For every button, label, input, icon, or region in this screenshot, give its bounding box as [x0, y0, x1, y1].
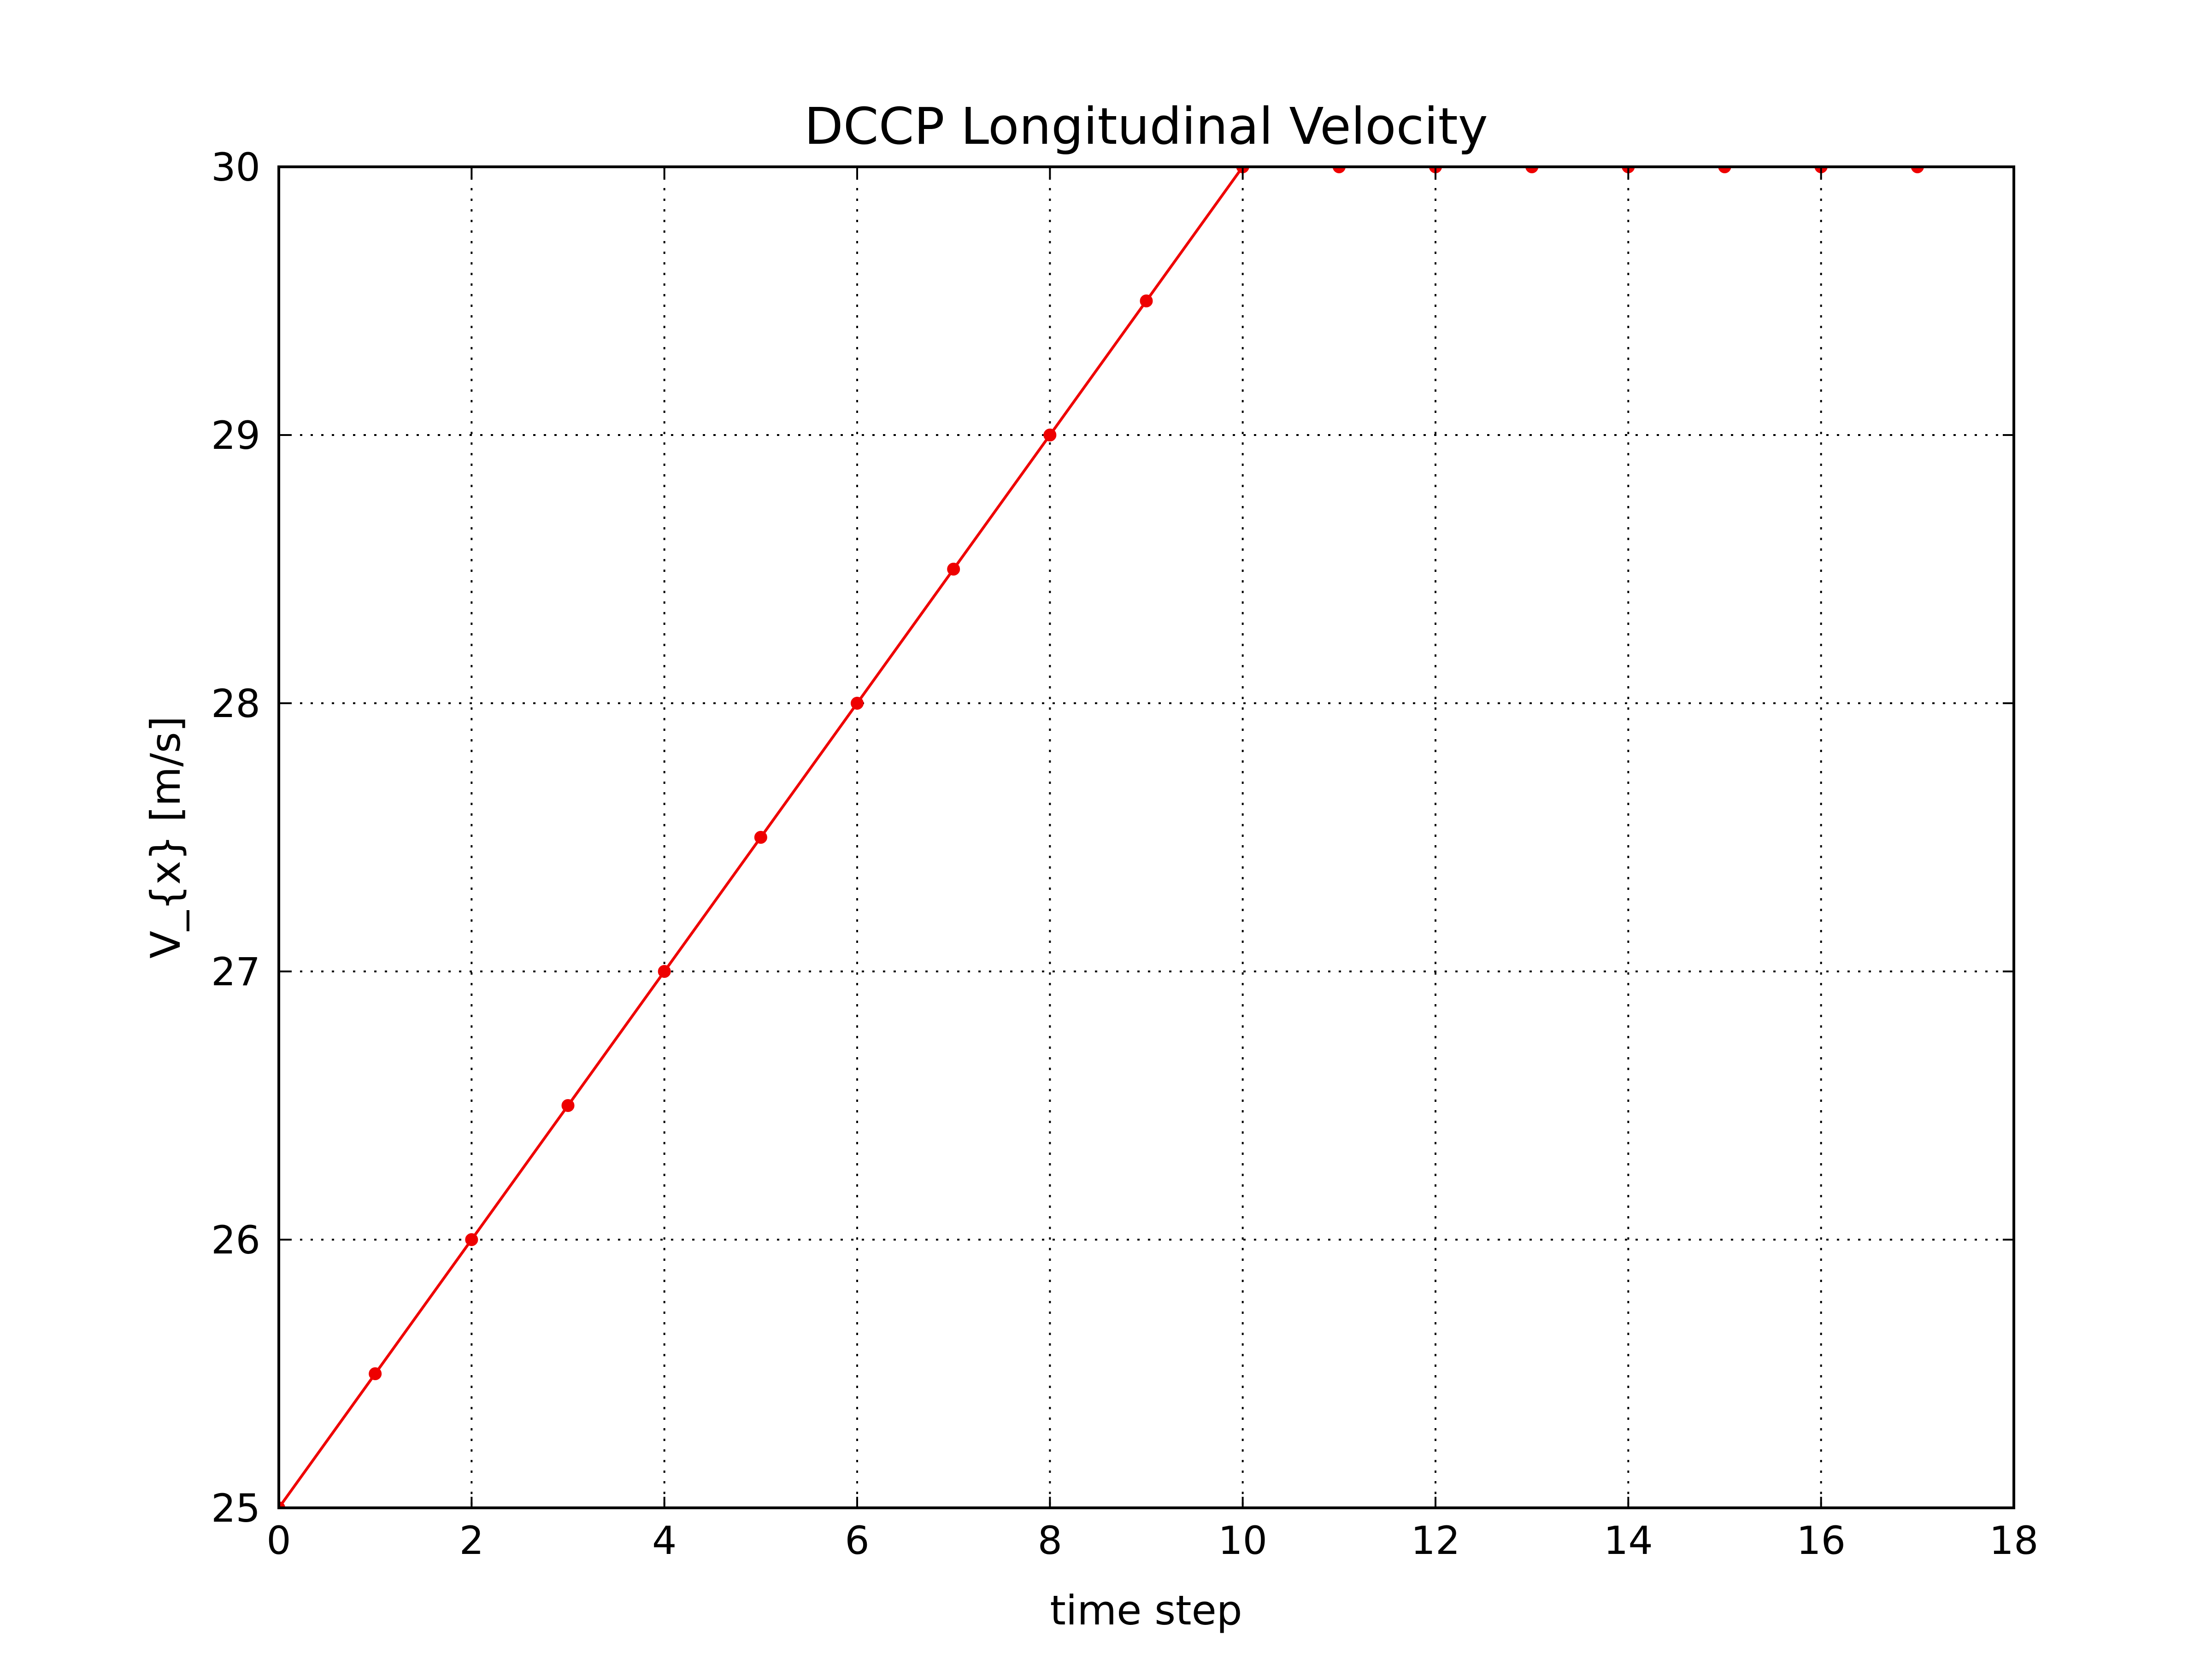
y-tick-label: 27	[211, 949, 260, 994]
data-point	[279, 1501, 285, 1508]
x-tick-label: 14	[1604, 1518, 1653, 1563]
data-point	[1332, 167, 1346, 173]
plot-frame	[277, 165, 2015, 1509]
data-point	[1911, 167, 1924, 173]
x-tick-label: 10	[1218, 1518, 1267, 1563]
x-axis-label: time step	[1050, 1587, 1242, 1634]
y-axis-label: V_{x} [m/s]	[142, 716, 189, 959]
axis-ticks: 0 2 4 6 8 10 12 14 16 18 25 26 27 28 29 30	[211, 145, 2038, 1563]
x-tick-label: 12	[1411, 1518, 1460, 1563]
data-point	[1718, 167, 1731, 173]
data-point	[658, 965, 671, 978]
data-point	[851, 697, 864, 710]
data-point	[1043, 429, 1057, 441]
x-tick-label: 18	[1989, 1518, 2039, 1563]
data-point	[465, 1233, 478, 1246]
y-tick-label: 25	[211, 1486, 260, 1531]
data-point	[369, 1367, 382, 1380]
chart-title: DCCP Longitudinal Velocity	[804, 97, 1488, 156]
data-point	[561, 1099, 575, 1112]
series-line	[279, 167, 1918, 1508]
x-tick-label: 2	[459, 1518, 484, 1563]
x-tick-label: 0	[266, 1518, 291, 1563]
y-tick-label: 29	[211, 413, 260, 458]
y-tick-label: 28	[211, 681, 260, 726]
series-layer	[279, 167, 1924, 1508]
x-tick-label: 16	[1796, 1518, 1846, 1563]
x-tick-label: 4	[652, 1518, 677, 1563]
grid	[279, 167, 2014, 1508]
y-tick-label: 26	[211, 1218, 260, 1263]
y-tick-label: 30	[211, 145, 260, 190]
data-point	[1140, 294, 1153, 307]
x-tick-label: 6	[845, 1518, 869, 1563]
data-point	[754, 831, 767, 844]
data-point	[947, 563, 960, 576]
x-tick-label: 8	[1038, 1518, 1062, 1563]
data-point	[1525, 167, 1539, 173]
